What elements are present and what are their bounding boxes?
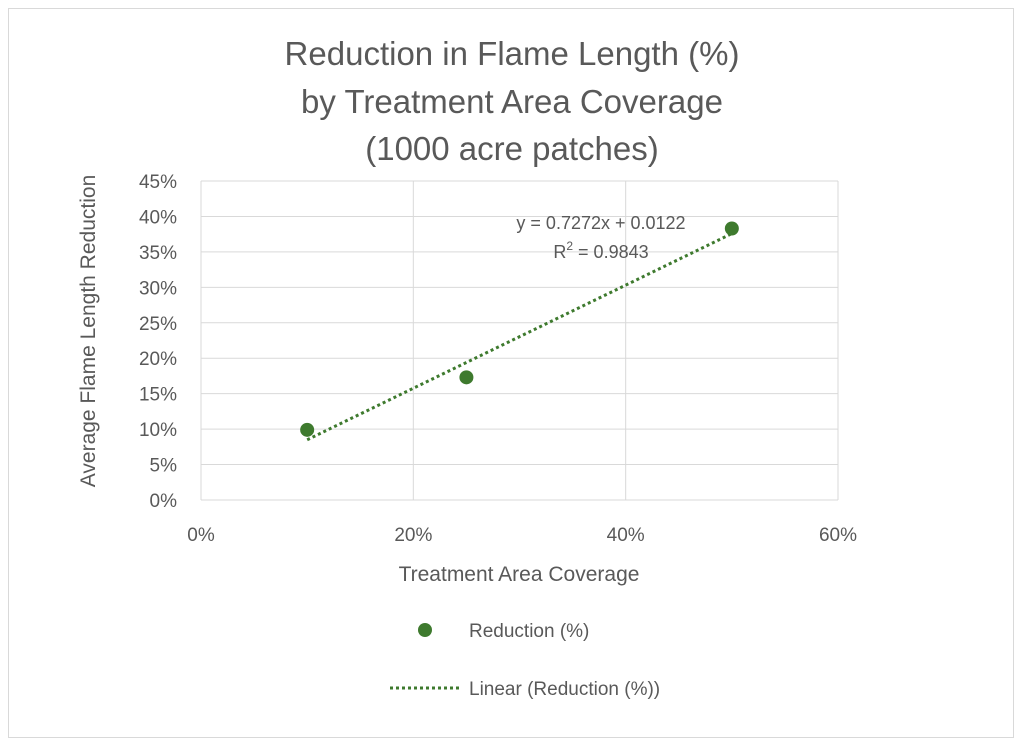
grid-lines [200, 180, 839, 501]
chart-frame [8, 8, 1014, 738]
x-tick-label: 40% [607, 525, 645, 546]
r2-prefix: R [553, 242, 566, 262]
chart-title: Reduction in Flame Length (%) by Treatme… [285, 35, 740, 167]
trendline [306, 232, 733, 442]
data-point [459, 370, 474, 385]
r2-superscript: 2 [566, 239, 573, 253]
r2-value: = 0.9843 [573, 242, 649, 262]
trendline-r-squared: R2 = 0.9843 [553, 239, 648, 262]
x-axis-ticks: 0% 20% 40% 60% [187, 525, 857, 546]
x-tick-label: 0% [187, 525, 215, 546]
x-tick-label: 20% [394, 525, 432, 546]
data-point [300, 422, 315, 437]
legend: Reduction (%) Linear (Reduction (%)) [390, 621, 660, 700]
y-tick-label: 5% [150, 456, 178, 477]
x-axis-title: Treatment Area Coverage [399, 563, 640, 586]
chart-title-line-2: by Treatment Area Coverage [301, 83, 723, 120]
legend-marker-reduction [418, 623, 432, 637]
y-tick-label: 35% [139, 243, 177, 264]
data-points [300, 221, 739, 437]
trendline-equation: y = 0.7272x + 0.0122 [516, 213, 685, 233]
y-tick-label: 15% [139, 385, 177, 406]
chart-title-line-3: (1000 acre patches) [365, 130, 659, 167]
legend-label-linear: Linear (Reduction (%)) [469, 679, 660, 700]
y-axis-title: Average Flame Length Reduction [77, 175, 100, 487]
trendline-group [306, 232, 733, 442]
y-tick-label: 0% [150, 491, 178, 512]
legend-label-reduction: Reduction (%) [469, 621, 589, 642]
y-tick-label: 10% [139, 420, 177, 441]
y-tick-label: 20% [139, 349, 177, 370]
y-tick-label: 40% [139, 207, 177, 228]
y-axis-ticks: 0% 5% 10% 15% 20% 25% 30% 35% 40% 45% [139, 172, 177, 512]
trendline-label: y = 0.7272x + 0.0122 R2 = 0.9843 [516, 213, 685, 262]
chart-title-line-1: Reduction in Flame Length (%) [285, 35, 740, 72]
y-tick-label: 45% [139, 172, 177, 193]
y-tick-label: 25% [139, 314, 177, 335]
x-tick-label: 60% [819, 525, 857, 546]
data-point [724, 221, 739, 236]
y-tick-label: 30% [139, 278, 177, 299]
